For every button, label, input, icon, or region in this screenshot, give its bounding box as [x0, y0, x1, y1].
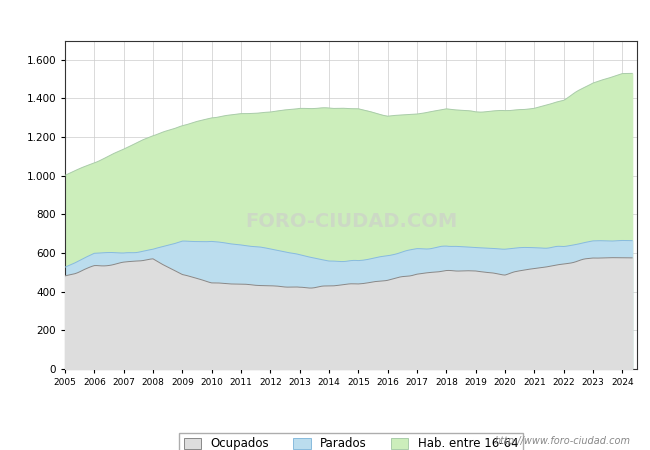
- Text: FORO-CIUDAD.COM: FORO-CIUDAD.COM: [245, 212, 457, 231]
- Legend: Ocupados, Parados, Hab. entre 16-64: Ocupados, Parados, Hab. entre 16-64: [179, 432, 523, 450]
- Text: El Bruc - Evolucion de la poblacion en edad de Trabajar Mayo de 2024: El Bruc - Evolucion de la poblacion en e…: [92, 12, 558, 24]
- Text: http://www.foro-ciudad.com: http://www.foro-ciudad.com: [495, 436, 630, 446]
